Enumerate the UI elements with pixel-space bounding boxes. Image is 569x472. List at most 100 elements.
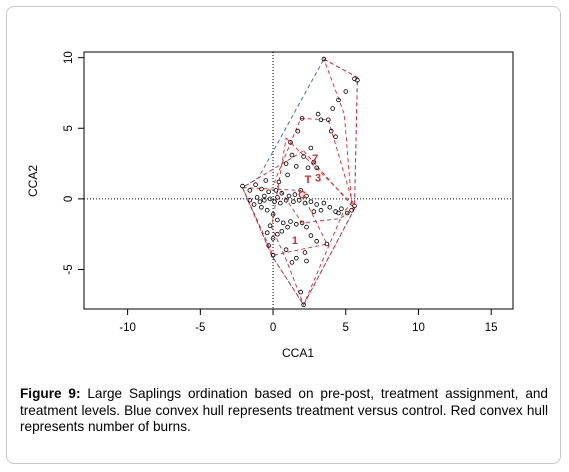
data-point [304,258,309,264]
data-point [314,238,320,244]
data-point [352,203,357,209]
data-point [328,128,334,134]
data-point [355,77,360,83]
x-tick-label: -5 [195,322,205,334]
data-point [285,224,290,230]
treatment-label: T [305,174,312,186]
data-point [301,302,306,308]
data-point [247,188,253,193]
data-point [270,212,276,217]
x-tick-label: -10 [119,322,136,334]
data-point [308,145,314,151]
data-point [311,159,317,165]
data-point [270,236,276,241]
x-axis: -10 -5 0 5 10 15 [119,309,498,334]
data-point [254,195,260,200]
data-point [299,116,305,121]
red-hull-polygon-1 [323,58,358,209]
data-point [283,247,289,253]
data-point [279,190,285,196]
data-point [315,111,321,117]
figure-frame [6,6,561,464]
data-point [343,89,349,94]
blue-hull-polygon [241,58,358,306]
data-point [296,198,302,203]
y-tick-label: 10 [63,51,75,64]
blue-convex-hull [241,58,358,306]
cca-ordination-plot: 7 3TC 1 -10 -5 0 5 10 15 -5 0 5 10 CCA1 CCA2 [26,51,514,360]
data-point [304,193,309,199]
data-point [295,128,301,134]
red-hull-polygon-2 [273,117,356,224]
data-point [314,165,320,171]
data-points [240,56,360,308]
data-point [344,210,350,216]
data-point [266,243,272,248]
data-point [304,224,309,230]
data-point [308,233,314,238]
data-point [272,199,277,205]
y-axis: -5 0 5 10 [63,51,84,275]
data-point [251,202,257,207]
data-point [302,250,308,255]
red-hull-polygon-4 [241,150,356,306]
treatment-label: 7 [312,153,318,165]
data-point [311,209,317,214]
data-point [259,186,264,192]
data-point [318,207,324,213]
data-point [259,205,264,210]
data-point [298,289,304,295]
data-point [261,198,267,203]
y-tick-label: 5 [63,125,75,131]
data-point [286,193,292,199]
data-point [293,255,299,261]
data-point [247,198,253,203]
data-point [263,178,269,183]
data-point [288,219,293,224]
x-axis-label: CCA1 [282,346,314,360]
x-tick-label: 10 [412,322,425,334]
data-point [289,260,295,265]
x-tick-label: 0 [270,322,276,334]
data-point [292,192,298,197]
data-point [299,220,305,226]
data-point [270,253,276,258]
data-point [276,179,282,185]
data-point [314,202,320,207]
x-tick-label: 15 [485,322,498,334]
data-point [293,164,299,169]
treatment-label: 1 [292,235,298,247]
data-point [257,199,263,205]
data-point [291,199,296,205]
data-point [285,172,290,178]
data-point [283,198,289,203]
caption-text: Large Saplings ordination based on pre-p… [20,386,548,434]
treatment-label: C [298,190,306,202]
plot-area-border [83,51,514,310]
data-point [275,195,280,200]
data-point [298,188,304,193]
data-point [349,207,354,213]
data-point [305,165,311,171]
treatment-labels: 7 3TC 1 [292,153,321,247]
y-tick-label: 0 [63,196,75,202]
data-point [324,241,330,247]
data-point [266,189,272,195]
treatment-label: 3 [315,173,321,185]
data-point [321,200,327,206]
caption-label: Figure 9: [20,386,81,401]
red-convex-hulls [241,58,358,306]
data-point [308,199,314,205]
data-point [261,193,267,199]
data-point [321,56,327,62]
data-point [240,183,245,189]
data-point [336,210,341,216]
red-hull-polygon-5 [241,187,328,256]
data-point [302,200,308,206]
data-point [289,152,295,158]
data-point [275,217,280,223]
data-point [253,182,258,188]
data-point [267,196,273,202]
data-point [264,207,270,213]
data-point [277,200,283,206]
